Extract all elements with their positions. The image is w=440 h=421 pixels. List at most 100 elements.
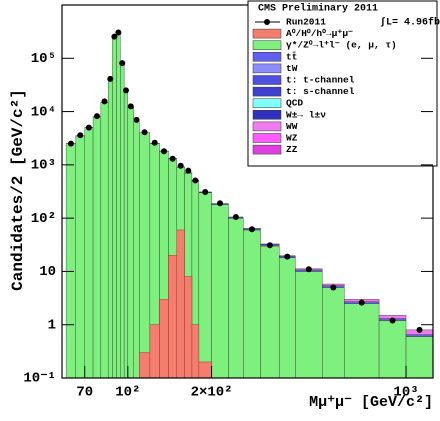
x-tick-label: 10³ bbox=[393, 385, 418, 401]
data-point bbox=[134, 117, 140, 123]
hist-bar bbox=[101, 102, 108, 380]
legend-label: WZ bbox=[286, 133, 298, 144]
data-point bbox=[142, 129, 148, 135]
data-point bbox=[77, 132, 83, 138]
signal-bar bbox=[139, 353, 150, 380]
x-tick-label: 70 bbox=[76, 385, 93, 401]
y-tick-label: 10⁵ bbox=[31, 51, 56, 67]
data-point bbox=[330, 284, 336, 290]
hist-bar bbox=[112, 37, 116, 380]
data-point bbox=[178, 163, 184, 169]
data-point bbox=[359, 300, 365, 306]
data-point bbox=[68, 141, 74, 147]
data-point bbox=[107, 76, 113, 82]
legend-swatch bbox=[253, 134, 281, 143]
data-point bbox=[192, 177, 198, 183]
data-point bbox=[284, 254, 290, 260]
hist-bar bbox=[139, 133, 150, 380]
signal-bar bbox=[150, 325, 160, 380]
data-point bbox=[249, 226, 255, 232]
signal-bar bbox=[160, 299, 169, 380]
legend-swatch bbox=[253, 41, 281, 50]
data-point bbox=[128, 103, 134, 109]
hist-bar bbox=[379, 320, 406, 380]
hist-bar bbox=[76, 136, 85, 380]
data-point bbox=[102, 98, 108, 104]
legend-swatch bbox=[253, 29, 281, 38]
data-point bbox=[161, 148, 167, 154]
legend-swatch bbox=[253, 99, 281, 108]
data-point bbox=[119, 60, 125, 66]
legend-label: WW bbox=[286, 121, 298, 132]
legend-label: γ*/Z⁰→l⁺l⁻ (e, μ, τ) bbox=[286, 40, 397, 51]
hist-bar bbox=[128, 107, 134, 380]
data-point bbox=[170, 156, 176, 162]
signal-bar bbox=[192, 325, 199, 380]
data-point bbox=[115, 29, 121, 35]
hist-bar bbox=[199, 193, 212, 380]
legend-label: t: s-channel bbox=[286, 86, 355, 97]
data-point bbox=[94, 113, 100, 119]
hist-bar bbox=[295, 271, 322, 380]
legend-swatch bbox=[253, 87, 281, 96]
legend-marker bbox=[264, 19, 270, 25]
y-tick-label: 10 bbox=[39, 264, 56, 280]
legend-swatch bbox=[253, 122, 281, 131]
y-tick-label: 10⁴ bbox=[31, 104, 56, 120]
hist-bar bbox=[261, 246, 280, 380]
hist-bar bbox=[228, 218, 243, 380]
hist-bar bbox=[85, 128, 93, 380]
data-point bbox=[233, 214, 239, 220]
hist-bar bbox=[134, 120, 140, 380]
legend-label: W±→ l±ν bbox=[286, 109, 326, 120]
hist-bar bbox=[116, 33, 120, 380]
hist-bar bbox=[93, 117, 101, 380]
signal-bar bbox=[185, 277, 192, 380]
legend-swatch bbox=[253, 64, 281, 73]
hist-bar bbox=[322, 287, 344, 380]
hist-bar bbox=[120, 63, 124, 380]
y-tick-label: 10³ bbox=[31, 158, 56, 174]
legend-label: tW bbox=[286, 63, 298, 74]
legend-swatch bbox=[253, 52, 281, 61]
data-point bbox=[417, 327, 423, 333]
hist-bar bbox=[124, 90, 128, 380]
data-point bbox=[86, 125, 92, 131]
y-axis-label: Candidates/2 [GeV/c²] bbox=[9, 89, 27, 291]
hist-bar bbox=[344, 304, 379, 380]
legend: CMS Preliminary 2011 ∫L= 4.96fb⁻¹ Run201… bbox=[248, 1, 440, 166]
y-tick-label: 10⁻¹ bbox=[23, 371, 56, 387]
data-point bbox=[123, 87, 129, 93]
data-point bbox=[306, 266, 312, 272]
legend-title: CMS Preliminary 2011 bbox=[258, 3, 378, 15]
hist-bar bbox=[108, 79, 112, 380]
hist-bar bbox=[406, 337, 433, 380]
x-tick-label: 2×10² bbox=[191, 385, 233, 401]
hist-bar bbox=[66, 144, 76, 380]
legend-swatch bbox=[253, 76, 281, 85]
data-point bbox=[152, 140, 158, 146]
data-point bbox=[202, 189, 208, 195]
legend-label: t: t-channel bbox=[286, 75, 355, 86]
hist-bar bbox=[279, 258, 295, 380]
legend-label: tt̄ bbox=[286, 51, 297, 62]
signal-bar bbox=[199, 362, 212, 380]
x-tick-label: 10² bbox=[115, 385, 140, 401]
data-point bbox=[185, 168, 191, 174]
legend-label: Run2011 bbox=[286, 17, 326, 28]
y-tick-label: 1 bbox=[48, 317, 56, 333]
signal-bar bbox=[168, 255, 176, 380]
data-point bbox=[217, 200, 223, 206]
hist-bar bbox=[243, 230, 260, 380]
lumi-label: ∫L= 4.96fb⁻¹ bbox=[380, 17, 440, 29]
y-tick-label: 10² bbox=[31, 211, 56, 227]
legend-label: A⁰/H⁰/h⁰→μ⁺μ⁻ bbox=[286, 28, 353, 39]
legend-swatch bbox=[253, 145, 281, 154]
data-point bbox=[390, 317, 396, 323]
data-point bbox=[267, 242, 273, 248]
signal-bar bbox=[177, 230, 185, 380]
legend-swatch bbox=[253, 110, 281, 119]
hist-bar bbox=[406, 335, 433, 337]
legend-label: QCD bbox=[286, 98, 303, 109]
